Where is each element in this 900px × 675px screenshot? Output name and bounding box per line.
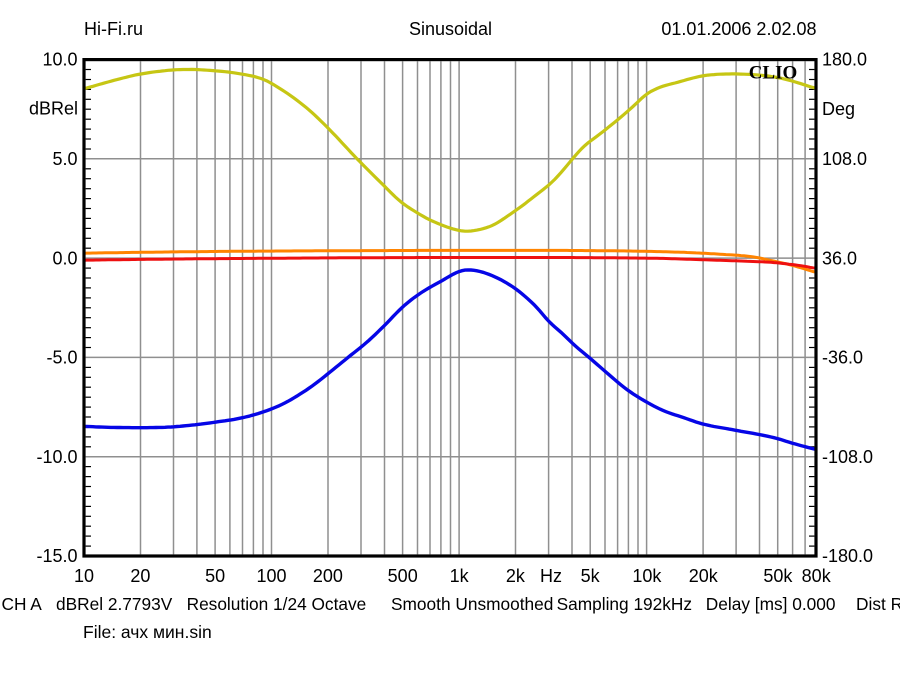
- svg-text:200: 200: [313, 566, 343, 586]
- svg-text:-5.0: -5.0: [46, 348, 77, 368]
- svg-text:20: 20: [130, 566, 150, 586]
- svg-text:File: ачх мин.sin: File: ачх мин.sin: [83, 622, 212, 642]
- svg-text:5k: 5k: [581, 566, 601, 586]
- svg-text:Smooth Unsmoothed: Smooth Unsmoothed: [391, 594, 553, 614]
- svg-text:Sinusoidal: Sinusoidal: [409, 19, 492, 39]
- svg-text:1k: 1k: [450, 566, 470, 586]
- svg-text:Delay [ms] 0.000: Delay [ms] 0.000: [706, 594, 836, 614]
- svg-text:50: 50: [205, 566, 225, 586]
- svg-text:Sampling 192kHz: Sampling 192kHz: [557, 594, 692, 614]
- svg-text:100: 100: [256, 566, 286, 586]
- svg-text:20k: 20k: [689, 566, 719, 586]
- svg-text:Resolution 1/24 Octave: Resolution 1/24 Octave: [187, 594, 367, 614]
- svg-text:0.0: 0.0: [52, 248, 77, 268]
- svg-text:500: 500: [388, 566, 418, 586]
- svg-text:10k: 10k: [632, 566, 662, 586]
- svg-text:Hi-Fi.ru: Hi-Fi.ru: [84, 19, 143, 39]
- svg-text:80k: 80k: [802, 566, 832, 586]
- svg-text:Hz: Hz: [540, 566, 562, 586]
- svg-text:CLIO: CLIO: [749, 63, 798, 84]
- svg-text:01.01.2006 2.02.08: 01.01.2006 2.02.08: [661, 19, 816, 39]
- svg-text:-36.0: -36.0: [822, 348, 863, 368]
- svg-text:108.0: 108.0: [822, 149, 867, 169]
- svg-text:dBRel: dBRel: [29, 99, 78, 119]
- svg-text:-180.0: -180.0: [822, 546, 873, 566]
- svg-text:CH A: CH A: [2, 594, 43, 614]
- svg-text:Deg: Deg: [822, 99, 855, 119]
- svg-text:50k: 50k: [763, 566, 793, 586]
- svg-text:36.0: 36.0: [822, 248, 857, 268]
- svg-text:-15.0: -15.0: [36, 546, 77, 566]
- svg-text:Dist Rise: Dist Rise: [856, 594, 900, 614]
- svg-text:10: 10: [74, 566, 94, 586]
- svg-text:-10.0: -10.0: [36, 447, 77, 467]
- svg-text:2k: 2k: [506, 566, 526, 586]
- svg-text:dBRel 2.7793V: dBRel 2.7793V: [56, 594, 173, 614]
- svg-text:5.0: 5.0: [52, 149, 77, 169]
- svg-text:-108.0: -108.0: [822, 447, 873, 467]
- svg-text:10.0: 10.0: [42, 50, 77, 70]
- svg-text:180.0: 180.0: [822, 50, 867, 70]
